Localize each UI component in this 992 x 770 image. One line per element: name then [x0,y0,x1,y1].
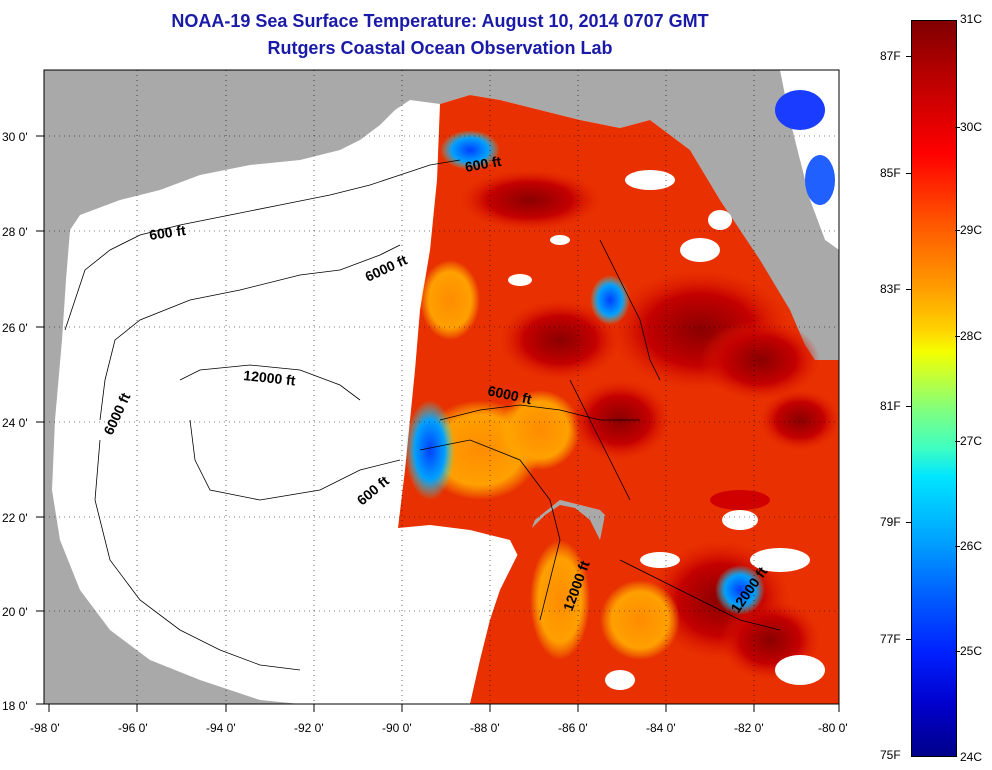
contour-label-12000: 12000 ft [243,367,297,388]
graticule [44,70,839,704]
color-scale-bar [911,20,957,757]
colorbar-tick [906,56,911,57]
colorbar-fahrenheit-label: 81F [880,399,901,413]
colorbar-fahrenheit-label: 87F [880,49,901,63]
x-tick-label: -96 0' [118,721,148,735]
colorbar-fahrenheit-label: 79F [880,515,901,529]
contour-label-600-ne: 600 ft [464,153,503,175]
axis-ticks [36,135,840,712]
x-tick-label: -92 0' [294,721,324,735]
colorbar-tick [906,522,911,523]
x-tick-label: -98 0' [30,721,60,735]
colorbar-celsius-label: 28C [960,329,983,343]
colorbar-tick [955,546,960,547]
x-tick-label: -90 0' [382,721,412,735]
y-tick-label: 24 0' [2,416,28,430]
colorbar-fahrenheit-label: 83F [880,282,901,296]
x-tick-label: -82 0' [734,721,764,735]
colorbar-celsius-label: 27C [960,434,983,448]
colorbar-tick [906,406,911,407]
x-tick-label: -88 0' [470,721,500,735]
map-subtitle: Rutgers Coastal Ocean Observation Lab [267,38,613,58]
colorbar-fahrenheit-label: 85F [880,166,901,180]
colorbar-tick [955,336,960,337]
y-tick-label: 22 0' [2,511,28,525]
colorbar-tick [955,441,960,442]
contour-label-600-north: 600 ft [148,222,187,243]
colorbar-fahrenheit-label: 77F [880,632,901,646]
y-tick-label: 20 0' [2,605,28,619]
colorbar-celsius-label: 24C [960,750,983,764]
colorbar-celsius-label: 29C [960,223,983,237]
colorbar-celsius-label: 31C [960,12,983,26]
x-tick-label: -86 0' [558,721,588,735]
colorbar-tick [906,289,911,290]
x-tick-label: -84 0' [646,721,676,735]
colorbar-tick [955,651,960,652]
colorbar-fahrenheit-label: 75F [880,748,901,762]
x-tick-label: -80 0' [818,721,848,735]
y-tick-label: 28 0' [2,225,28,239]
florida-peninsula [690,128,839,360]
colorbar-celsius-label: 26C [960,539,983,553]
map-title: NOAA-19 Sea Surface Temperature: August … [171,11,709,31]
colorbar-celsius-label: 25C [960,644,983,658]
plot-frame [43,69,840,705]
x-tick-label: -94 0' [206,721,236,735]
y-tick-label: 30 0' [2,130,28,144]
colorbar-tick [906,639,911,640]
colorbar-tick [955,230,960,231]
colorbar-celsius-label: 30C [960,120,983,134]
y-tick-label: 18 0' [2,699,28,713]
y-tick-label: 26 0' [2,321,28,335]
bathymetry-contours [64,159,781,671]
colorbar-tick [955,127,960,128]
colorbar-tick [906,173,911,174]
